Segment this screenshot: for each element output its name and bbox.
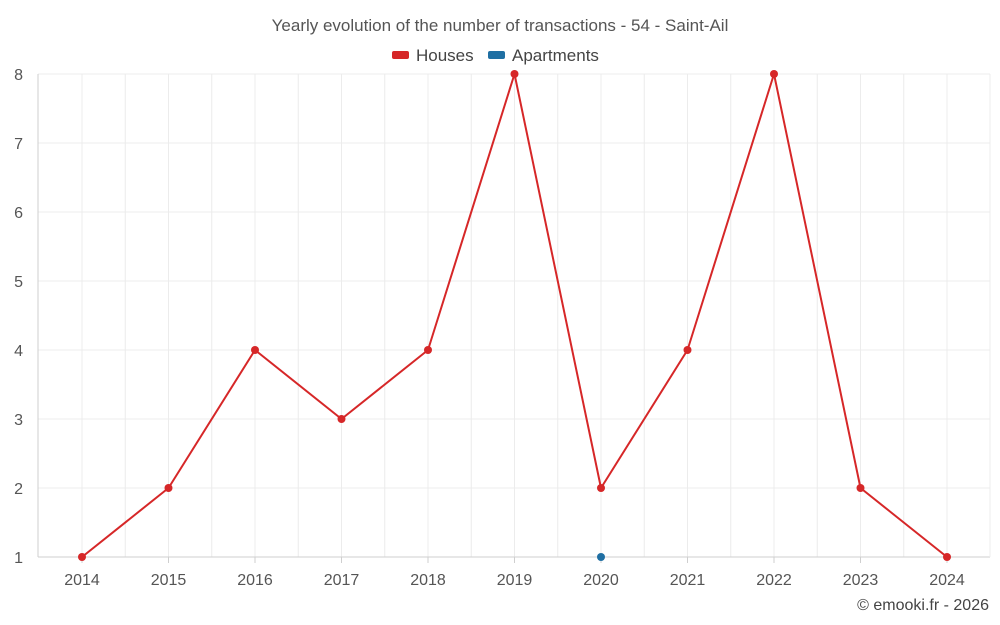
data-point-houses[interactable] — [856, 484, 865, 492]
y-tick-label: 2 — [14, 481, 23, 498]
x-tick-label: 2018 — [410, 572, 446, 589]
y-tick-label: 8 — [14, 67, 23, 84]
data-point-apartments[interactable] — [597, 553, 605, 561]
y-tick-label: 4 — [14, 343, 23, 360]
y-tick-label: 3 — [14, 412, 23, 429]
legend-item-apartments[interactable]: Apartments — [488, 46, 599, 65]
x-tick-label: 2019 — [497, 572, 533, 589]
y-tick-label: 1 — [14, 550, 23, 567]
data-point-houses[interactable] — [510, 70, 519, 78]
x-axis-ticks: 2014 2015 2016 2017 2018 2019 2020 2021 2022 2023… — [64, 557, 965, 589]
legend-swatch-houses — [392, 51, 409, 59]
data-point-houses[interactable] — [164, 484, 173, 492]
x-tick-label: 2021 — [670, 572, 706, 589]
grid — [38, 73, 990, 557]
legend-swatch-apartments — [488, 51, 505, 59]
y-tick-label: 7 — [14, 136, 23, 153]
data-point-houses[interactable] — [943, 553, 951, 561]
data-point-houses[interactable] — [770, 70, 778, 78]
x-tick-label: 2016 — [237, 572, 273, 589]
x-tick-label: 2014 — [64, 572, 100, 589]
data-point-houses[interactable] — [597, 484, 605, 492]
x-tick-label: 2020 — [583, 572, 619, 589]
legend-label-houses: Houses — [416, 46, 474, 65]
x-tick-label: 2023 — [843, 572, 879, 589]
legend-item-houses[interactable]: Houses — [392, 46, 474, 65]
y-tick-label: 5 — [14, 274, 23, 291]
x-tick-label: 2017 — [324, 572, 360, 589]
data-point-houses[interactable] — [78, 553, 86, 561]
y-tick-label: 6 — [14, 205, 23, 222]
x-tick-label: 2022 — [756, 572, 792, 589]
data-point-houses[interactable] — [251, 346, 259, 354]
legend-label-apartments: Apartments — [512, 46, 599, 65]
credit-text: © emooki.fr - 2026 — [857, 597, 989, 614]
x-tick-label: 2015 — [151, 572, 187, 589]
y-axis-ticks: 1 2 3 4 5 6 7 8 — [14, 67, 23, 567]
series-points — [78, 70, 951, 561]
data-point-houses[interactable] — [683, 346, 692, 354]
data-point-houses[interactable] — [337, 415, 346, 423]
data-point-houses[interactable] — [424, 346, 432, 354]
legend: Houses Apartments — [392, 46, 599, 65]
x-tick-label: 2024 — [929, 572, 965, 589]
chart-title: Yearly evolution of the number of transa… — [272, 16, 729, 35]
